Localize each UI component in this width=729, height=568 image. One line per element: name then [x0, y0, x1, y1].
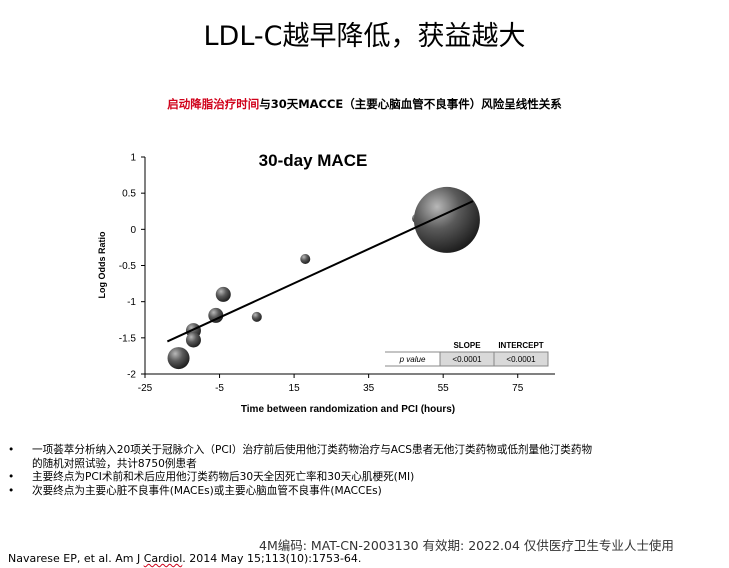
- bullet-text: 次要终点为主要心脏不良事件(MACEs)或主要心脑血管不良事件(MACCEs): [32, 484, 382, 497]
- slide-subtitle: 启动降脂治疗时间与30天MACCE（主要心脑血管不良事件）风险呈线性关系: [0, 96, 729, 112]
- bullet-text: 的随机对照试验，共计8750例患者: [32, 457, 197, 470]
- x-axis-label: Time between randomization and PCI (hour…: [241, 404, 455, 415]
- bullet-item: • 一项荟萃分析纳入20项关于冠脉介入（PCI）治疗前后使用他汀类药物治疗与ACS…: [8, 444, 723, 458]
- bullet-text: 一项荟萃分析纳入20项关于冠脉介入（PCI）治疗前后使用他汀类药物治疗与ACS患…: [32, 444, 593, 456]
- chart-marks: [166, 186, 480, 370]
- bullet-marker: •: [8, 484, 15, 497]
- x-tick-label: -5: [215, 383, 224, 394]
- slide-title: LDL-C越早降低，获益越大: [203, 21, 526, 52]
- x-tick-label: 75: [512, 383, 524, 394]
- data-point: [185, 332, 201, 348]
- x-tick-label: 35: [363, 383, 375, 394]
- y-tick-label: 0: [130, 225, 136, 236]
- footer-code: 4M编码: MAT-CN-2003130 有效期: 2022.04 仅供医疗卫生…: [259, 538, 674, 553]
- y-tick-label: -1: [127, 297, 136, 308]
- table-cell: [493, 351, 549, 367]
- y-tick-label: -2: [127, 370, 136, 381]
- subtitle-rest: 与30天MACCE（主要心脑血管不良事件）风险呈线性关系: [259, 97, 562, 111]
- p-value-table: SLOPE INTERCEPT p value <0.0001 <0.0001: [385, 341, 549, 367]
- bullet-item: • 次要终点为主要心脏不良事件(MACEs)或主要心脑血管不良事件(MACCEs): [8, 485, 723, 499]
- bullet-list: • 一项荟萃分析纳入20项关于冠脉介入（PCI）治疗前后使用他汀类药物治疗与ACS…: [8, 444, 723, 498]
- table-header: INTERCEPT: [498, 341, 543, 350]
- x-tick-label: 15: [289, 383, 301, 394]
- subtitle-highlight: 启动降脂治疗时间: [167, 97, 260, 111]
- x-tick-label: -25: [138, 383, 153, 394]
- y-tick-label: -1.5: [119, 333, 137, 344]
- chart-title: 30-day MACE: [259, 151, 368, 170]
- x-tick-label: 55: [438, 383, 450, 394]
- data-point: [208, 307, 224, 323]
- table-value: <0.0001: [506, 355, 536, 364]
- data-point: [413, 186, 480, 253]
- y-tick-label: -0.5: [119, 261, 137, 272]
- table-value: <0.0001: [452, 355, 482, 364]
- citation-suffix: . 2014 May 15;113(10):1753-64.: [182, 552, 362, 565]
- bullet-text: 主要终点为PCI术前和术后应用他汀类药物后30天全因死亡率和30天心肌梗死(MI…: [32, 471, 415, 483]
- table-header: SLOPE: [453, 341, 481, 350]
- data-point: [215, 286, 231, 302]
- y-tick-label: 0.5: [122, 189, 136, 200]
- bullet-item: 的随机对照试验，共计8750例患者: [8, 458, 723, 472]
- data-point: [300, 253, 311, 264]
- citation: Navarese EP, et al. Am J Cardiol. 2014 M…: [8, 552, 361, 565]
- y-axis-label: Log Odds Ratio: [97, 231, 107, 298]
- table-row-label: p value: [399, 355, 426, 364]
- y-tick-label: 1: [130, 153, 136, 164]
- data-point: [251, 311, 262, 322]
- bullet-item: • 主要终点为PCI术前和术后应用他汀类药物后30天全因死亡率和30天心肌梗死(M…: [8, 471, 723, 485]
- chart-axes: 1 0.5 0 -0.5 -1 -1.5 -2-25 -5 15 35 55 75: [119, 153, 555, 394]
- bullet-marker: •: [8, 444, 15, 456]
- bullet-marker: •: [8, 471, 15, 483]
- mace-scatter-chart: 1 0.5 0 -0.5 -1 -1.5 -2-25 -5 15 35 55 75 30-day MA…: [97, 151, 555, 415]
- citation-prefix: Navarese EP, et al. Am J: [8, 552, 144, 565]
- regression-line: [166, 200, 474, 343]
- citation-journal: Cardiol: [143, 552, 183, 565]
- data-point: [167, 347, 190, 370]
- bullet-marker: [8, 458, 32, 472]
